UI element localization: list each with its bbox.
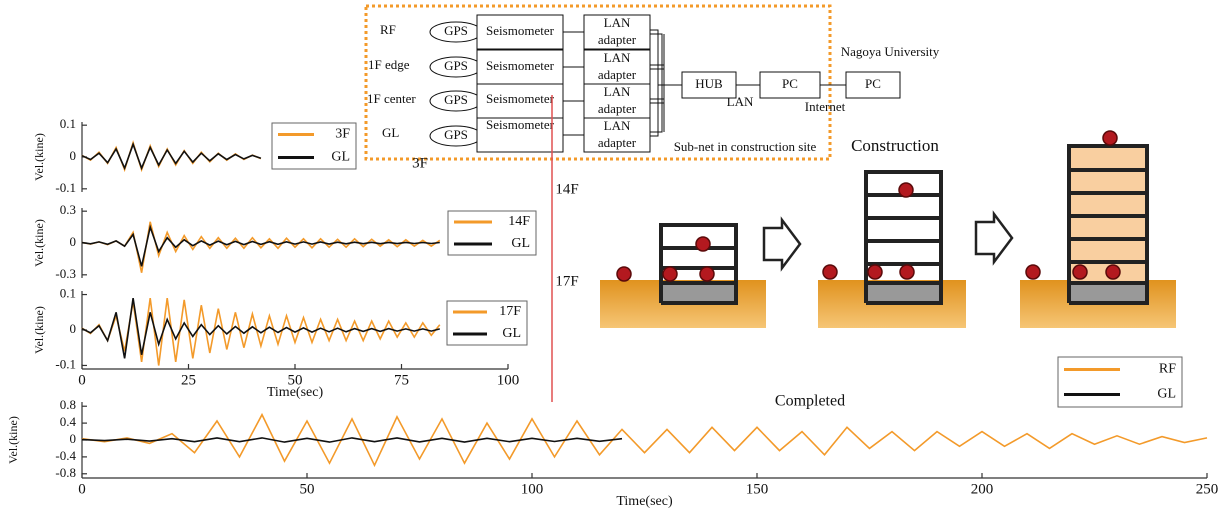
internet-label: Internet <box>805 99 846 114</box>
y-tick-label: 0.1 <box>60 286 76 301</box>
x-tick-label: 200 <box>971 481 994 497</box>
adapter-label: adapter <box>598 32 637 47</box>
arrow <box>764 220 800 268</box>
adapter-label: adapter <box>598 101 637 116</box>
x-tick-label: 50 <box>300 481 315 497</box>
waveform <box>82 298 440 365</box>
row-label: GL <box>382 125 399 140</box>
x-tick-label: 150 <box>746 481 769 497</box>
adapter-label: LAN <box>604 84 631 99</box>
y-axis-label: Vel.(kine) <box>32 219 46 267</box>
network-diagram: RF 1F edge 1F center GL GPS GPS GPS GPS … <box>367 15 940 154</box>
arrow <box>976 214 1012 262</box>
lan-label: LAN <box>727 94 754 109</box>
legend-label: 17F <box>499 304 521 319</box>
x-tick-label: 0 <box>78 372 86 388</box>
waveform <box>82 222 440 273</box>
adapter-label: adapter <box>598 67 637 82</box>
row-label: 1F center <box>367 91 416 106</box>
basement <box>662 283 736 303</box>
seismometer-label: Seismometer <box>486 23 555 38</box>
legend-label: GL <box>511 236 530 251</box>
x-tick-label: 100 <box>497 372 520 388</box>
pc-label: PC <box>782 76 798 91</box>
seismometer-label: Seismometer <box>486 91 555 106</box>
pc-label: PC <box>865 76 881 91</box>
university-label: Nagoya University <box>841 44 940 59</box>
y-tick-label: 0 <box>70 431 77 446</box>
legend-label: 3F <box>335 127 350 142</box>
y-tick-label: 0.4 <box>60 414 77 429</box>
legend-label: 14F <box>508 214 530 229</box>
y-axis-label: Vel.(kine) <box>6 416 20 464</box>
x-tick-label: 25 <box>181 372 196 388</box>
adapter-label: LAN <box>604 50 631 65</box>
x-axis-label: Time(sec) <box>267 385 324 400</box>
y-tick-label: 0.3 <box>60 202 76 217</box>
figure: RF 1F edge 1F center GL GPS GPS GPS GPS … <box>0 0 1232 517</box>
panel: 0.1 0 -0.1 Vel.(kine) 3F GL <box>32 116 356 195</box>
row-label: 1F edge <box>368 57 410 72</box>
legend-label: GL <box>1157 387 1176 402</box>
adapter-label: LAN <box>604 15 631 30</box>
x-tick-label: 0 <box>78 481 86 497</box>
y-tick-label: -0.3 <box>55 266 76 281</box>
subnet-label: Sub-net in construction site <box>674 139 817 154</box>
floor-label: 17F <box>555 273 578 289</box>
legend-label: RF <box>1159 362 1176 377</box>
x-tick-label: 75 <box>394 372 409 388</box>
x-tick-label: 100 <box>521 481 544 497</box>
basement <box>867 283 941 303</box>
y-axis-label: Vel.(kine) <box>32 306 46 354</box>
waveform <box>82 438 622 442</box>
seismometer-label: Seismometer <box>486 117 555 132</box>
y-tick-label: 0.1 <box>60 116 76 131</box>
adapter-label: LAN <box>604 118 631 133</box>
gps-label: GPS <box>444 127 468 142</box>
hub-label: HUB <box>695 76 723 91</box>
gps-label: GPS <box>444 58 468 73</box>
y-tick-label: 0 <box>70 148 77 163</box>
y-tick-label: 0 <box>70 234 77 249</box>
y-tick-label: -0.8 <box>55 465 76 480</box>
y-tick-label: 0.8 <box>60 397 76 412</box>
construction-illustration <box>600 131 1176 328</box>
waveform <box>82 144 261 168</box>
y-tick-label: 0 <box>70 321 77 336</box>
y-tick-label: -0.1 <box>55 180 76 195</box>
seismometer-label: Seismometer <box>486 58 555 73</box>
row-label: RF <box>380 22 396 37</box>
basement <box>1070 283 1146 303</box>
legend-label: GL <box>331 150 350 165</box>
gps-label: GPS <box>444 92 468 107</box>
x-axis-label: Time(sec) <box>616 494 673 509</box>
legend-label: GL <box>502 326 521 341</box>
x-tick-label: 250 <box>1196 481 1219 497</box>
y-axis-label: Vel.(kine) <box>32 133 46 181</box>
completed-label: Completed <box>775 393 845 410</box>
adapter-label: adapter <box>598 135 637 150</box>
gps-label: GPS <box>444 23 468 38</box>
panel: 0.3 0 -0.3 Vel.(kine) 14F GL <box>32 202 536 281</box>
y-tick-label: -0.1 <box>55 356 76 371</box>
construction-label: Construction <box>851 136 939 155</box>
floor-label: 3F <box>412 155 428 171</box>
floor-label: 14F <box>555 181 578 197</box>
y-tick-label: -0.4 <box>55 448 76 463</box>
